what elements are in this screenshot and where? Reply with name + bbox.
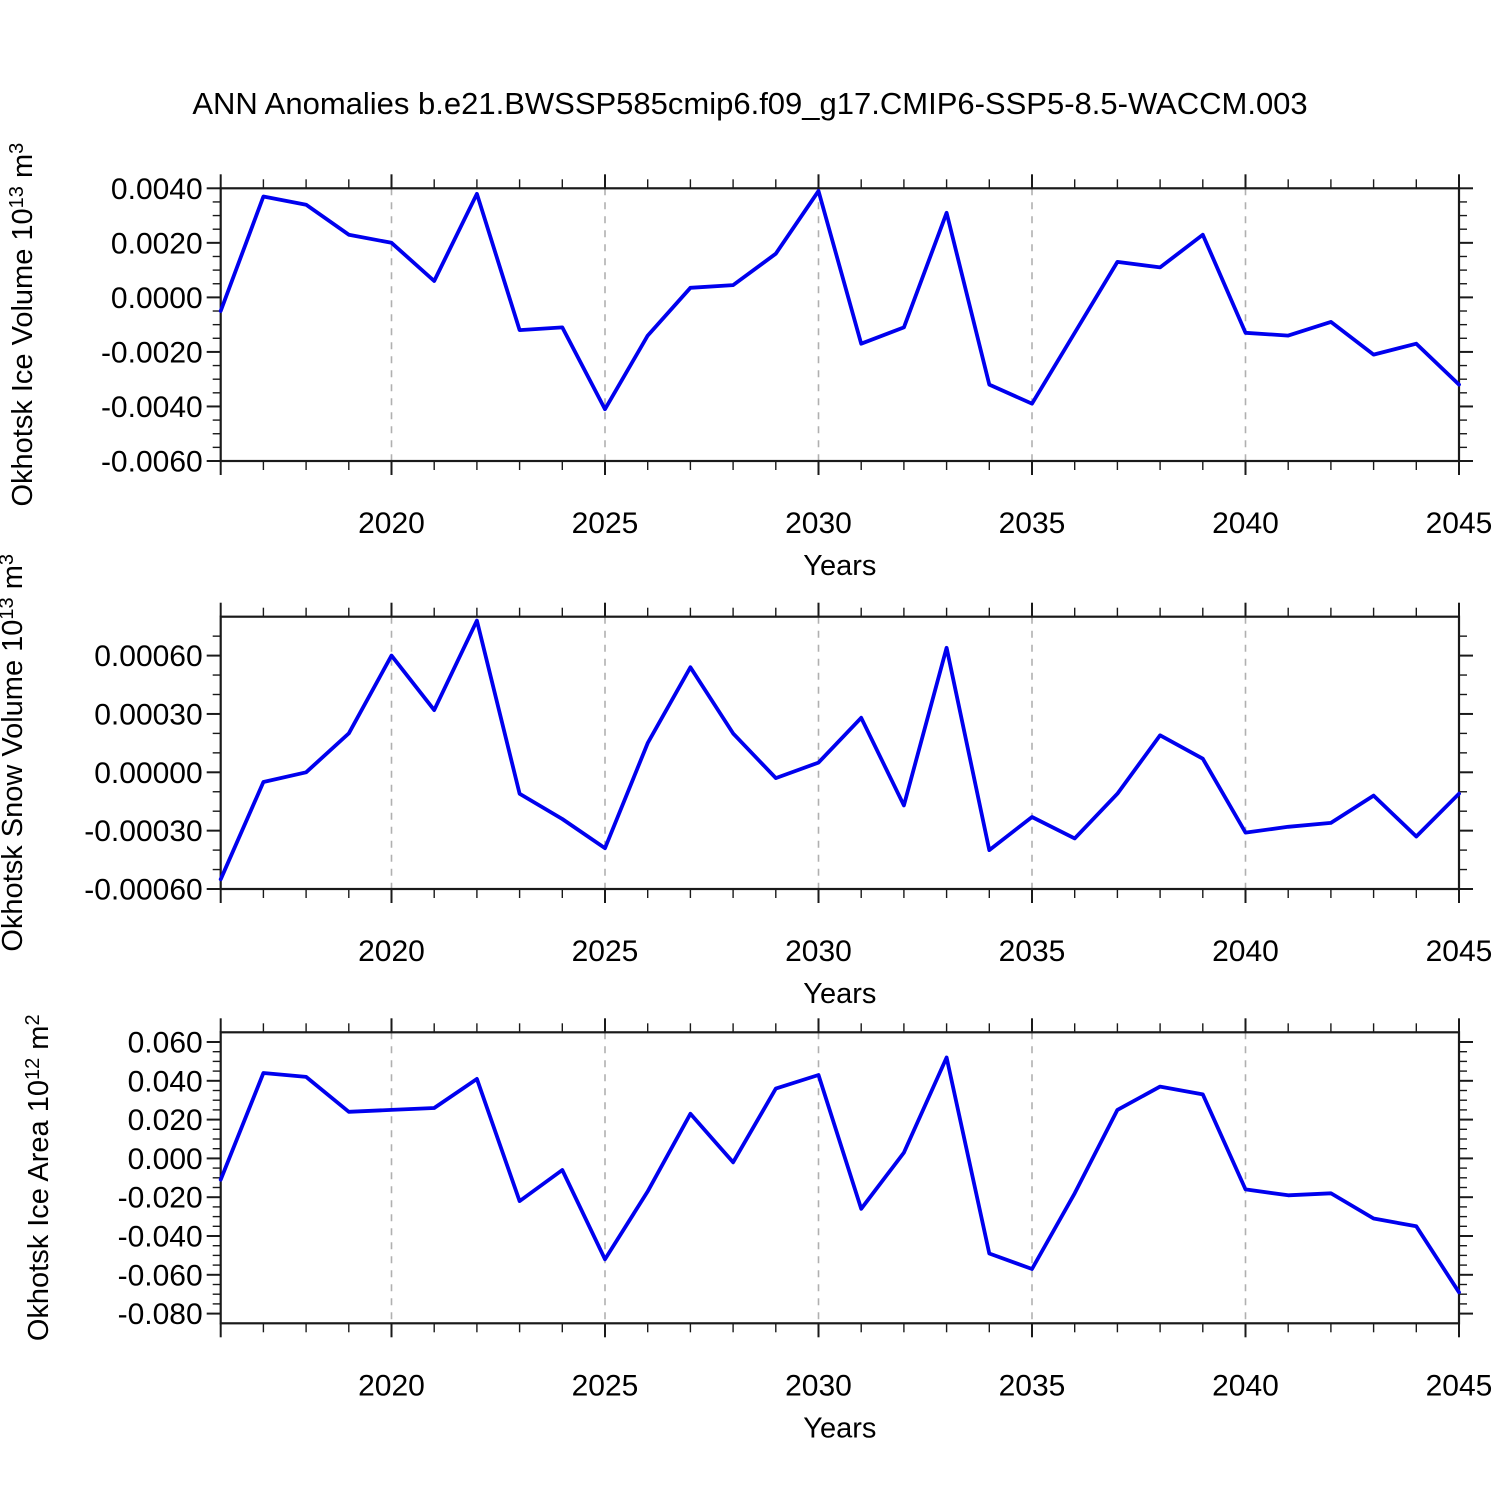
y-axis-title: Okhotsk Ice Area 1012 m2	[22, 1014, 55, 1341]
x-tick-label: 2035	[999, 507, 1066, 540]
x-tick-label: 2030	[785, 935, 852, 968]
panel-2: 0.00060 0.00030 0.00000 -0.00030 -0.00060 202…	[0, 554, 1492, 1010]
panel-3: 0.060 0.040 0.020 0.000 -0.020 -0.040 -0.060 -0…	[22, 1014, 1492, 1444]
x-tick-label: 2040	[1212, 935, 1279, 968]
y-tick-label: -0.020	[118, 1182, 203, 1215]
y-tick-label: 0.0000	[111, 282, 203, 315]
x-tick-label: 2035	[999, 1369, 1066, 1402]
x-tick-label: 2020	[358, 935, 425, 968]
x-tick-label: 2030	[785, 1369, 852, 1402]
x-tick-label: 2045	[1426, 935, 1493, 968]
panel-1: 0.0040 0.0020 0.0000 -0.0020 -0.0040 -0.0060 2…	[6, 143, 1492, 582]
x-tick-label: 2040	[1212, 507, 1279, 540]
y-tick-label: -0.080	[118, 1298, 203, 1331]
x-tick-label: 2040	[1212, 1369, 1279, 1402]
figure-title: ANN Anomalies b.e21.BWSSP585cmip6.f09_g1…	[192, 86, 1308, 121]
x-tick-label: 2025	[572, 1369, 639, 1402]
y-tick-label: -0.0060	[101, 446, 203, 479]
x-tick-label: 2045	[1426, 1369, 1493, 1402]
x-axis-title: Years	[803, 550, 876, 582]
y-tick-label: 0.0020	[111, 227, 203, 260]
plot-frame	[219, 187, 1461, 463]
y-tick-label: 0.00030	[94, 698, 202, 731]
x-tick-label: 2025	[572, 935, 639, 968]
x-tick-label: 2035	[999, 935, 1066, 968]
y-tick-label: 0.060	[128, 1027, 203, 1060]
y-tick-label: -0.00060	[84, 874, 202, 907]
x-axis-title: Years	[803, 1412, 876, 1444]
y-tick-label: 0.000	[128, 1143, 203, 1176]
y-tick-label: 0.00000	[94, 757, 202, 790]
y-tick-label: -0.040	[118, 1221, 203, 1254]
x-axis-title: Years	[803, 978, 876, 1010]
y-tick-label: -0.060	[118, 1259, 203, 1292]
plot-frame	[219, 615, 1461, 891]
x-tick-label: 2020	[358, 507, 425, 540]
series-line	[218, 1055, 1461, 1295]
plot-frame	[219, 1031, 1461, 1325]
y-axis-title: Okhotsk Ice Volume 1013 m3	[6, 143, 39, 507]
y-tick-label: 0.020	[128, 1104, 203, 1137]
y-tick-label: 0.040	[128, 1065, 203, 1098]
series-line	[218, 618, 1461, 882]
x-tick-label: 2020	[358, 1369, 425, 1402]
y-tick-label: 0.0040	[111, 173, 203, 206]
x-tick-label: 2030	[785, 507, 852, 540]
y-tick-label: -0.0020	[101, 336, 203, 369]
x-tick-label: 2025	[572, 507, 639, 540]
y-tick-label: 0.00060	[94, 640, 202, 673]
y-tick-label: -0.0040	[101, 391, 203, 424]
series-line	[218, 189, 1461, 412]
y-tick-label: -0.00030	[84, 815, 202, 848]
x-tick-label: 2045	[1426, 507, 1493, 540]
y-axis-title: Okhotsk Snow Volume 1013 m3	[0, 554, 29, 952]
